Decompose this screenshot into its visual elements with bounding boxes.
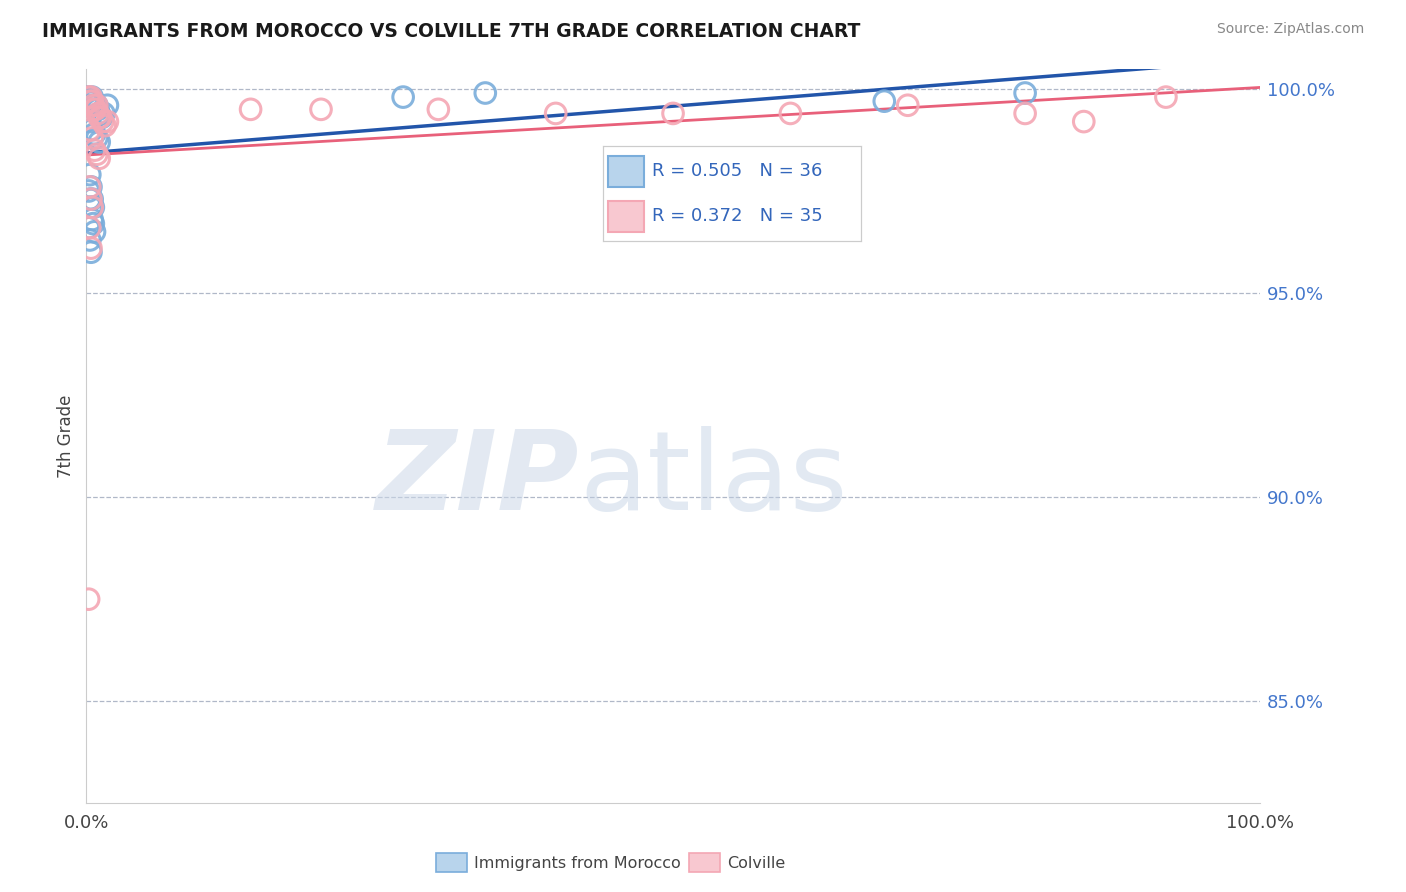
Point <box>89 135 111 149</box>
Point <box>79 168 101 182</box>
Point <box>80 245 103 260</box>
Point <box>87 106 110 120</box>
Point <box>1014 106 1036 120</box>
Point <box>779 106 801 120</box>
Point <box>82 131 104 145</box>
Text: IMMIGRANTS FROM MOROCCO VS COLVILLE 7TH GRADE CORRELATION CHART: IMMIGRANTS FROM MOROCCO VS COLVILLE 7TH … <box>42 22 860 41</box>
Point <box>79 98 101 112</box>
Point <box>427 103 450 117</box>
Text: Source: ZipAtlas.com: Source: ZipAtlas.com <box>1216 22 1364 37</box>
Point <box>79 180 101 194</box>
Point <box>79 122 101 136</box>
Point <box>84 103 107 117</box>
Point <box>77 94 100 108</box>
Point <box>1073 114 1095 128</box>
Point <box>80 90 103 104</box>
Point <box>96 98 118 112</box>
Point <box>86 131 108 145</box>
Point <box>91 114 114 128</box>
Point <box>79 220 101 235</box>
Point <box>89 111 111 125</box>
Point <box>82 200 104 214</box>
Point <box>82 217 104 231</box>
Point <box>94 119 117 133</box>
Point <box>86 147 108 161</box>
Point <box>93 106 115 120</box>
Point <box>86 98 108 112</box>
Point <box>77 90 100 104</box>
Point <box>82 212 104 227</box>
Point <box>897 98 920 112</box>
Point <box>1154 90 1177 104</box>
Point <box>79 94 101 108</box>
Point <box>79 114 101 128</box>
Point <box>84 103 107 117</box>
Text: Colville: Colville <box>727 856 785 871</box>
Point <box>82 200 104 214</box>
Point <box>83 127 105 141</box>
Point <box>96 114 118 128</box>
Point <box>89 106 111 120</box>
Point <box>76 90 98 104</box>
Point <box>79 192 101 206</box>
Point <box>89 111 111 125</box>
Point <box>80 200 103 214</box>
Point <box>82 192 104 206</box>
Point <box>82 94 104 108</box>
Point <box>83 225 105 239</box>
Point <box>90 111 112 125</box>
Point <box>89 151 111 165</box>
Point <box>82 98 104 112</box>
Point <box>82 90 104 104</box>
Point <box>82 122 104 136</box>
Point <box>873 94 896 108</box>
Point <box>1014 86 1036 100</box>
Point <box>83 98 105 112</box>
Y-axis label: 7th Grade: 7th Grade <box>58 394 75 477</box>
Point <box>392 90 415 104</box>
Point <box>77 220 100 235</box>
Point <box>80 180 103 194</box>
Text: ZIP: ZIP <box>375 426 579 533</box>
Point <box>239 103 262 117</box>
Point <box>474 86 496 100</box>
Point <box>83 143 105 157</box>
Point <box>87 103 110 117</box>
Point <box>544 106 567 120</box>
Point <box>83 103 105 117</box>
Text: atlas: atlas <box>579 426 848 533</box>
Point <box>82 94 104 108</box>
Text: Immigrants from Morocco: Immigrants from Morocco <box>474 856 681 871</box>
Point <box>80 241 103 255</box>
Point <box>662 106 685 120</box>
Point <box>80 94 103 108</box>
Point <box>86 98 108 112</box>
Point <box>77 592 100 607</box>
Point <box>309 103 332 117</box>
Point <box>79 233 101 247</box>
Point <box>77 184 100 198</box>
Point <box>80 192 103 206</box>
